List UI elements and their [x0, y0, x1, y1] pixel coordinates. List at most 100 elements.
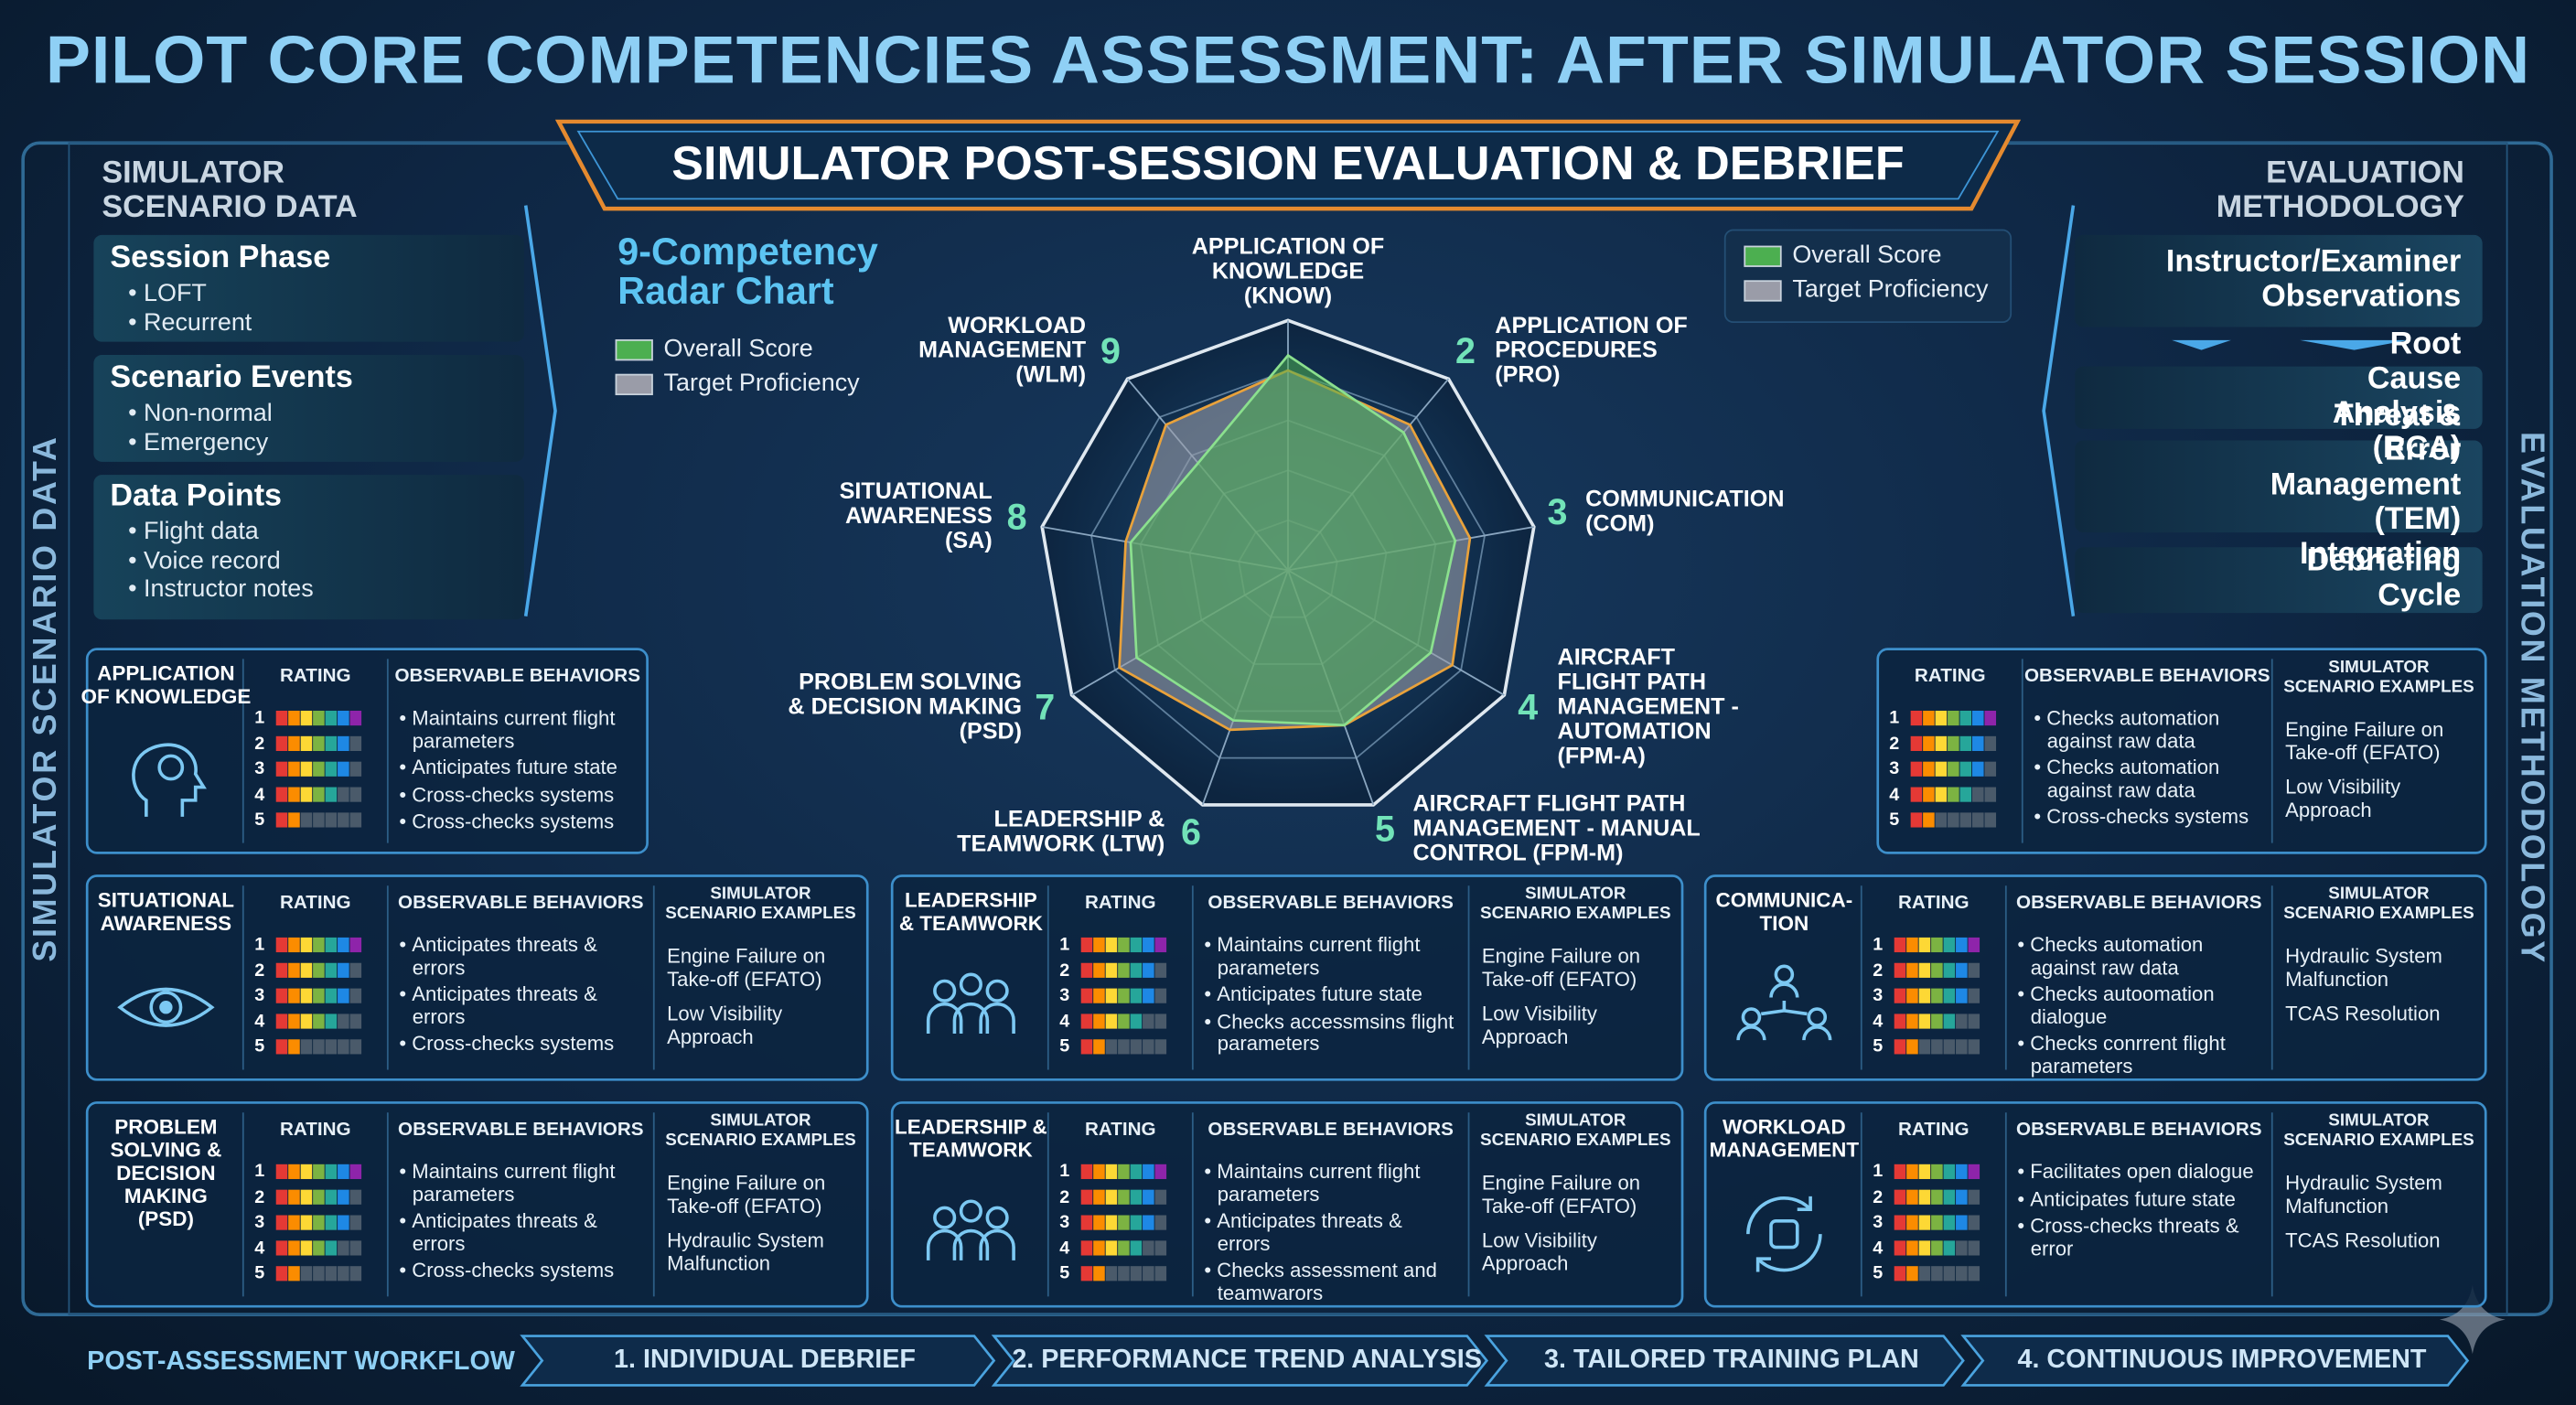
rating-bar-segment: [275, 1266, 288, 1282]
rating-bar-segment: [1143, 988, 1154, 1003]
rating-bar-segment: [1894, 1266, 1906, 1282]
rating-bar-segment: [338, 710, 349, 726]
legend-label: Overall Score: [663, 335, 813, 363]
rating-bar-segment: [1105, 1039, 1118, 1055]
rating-bar-segment: [1943, 962, 1956, 978]
rating-bar-segment: [288, 937, 300, 953]
method-box: [2075, 547, 2483, 614]
rating-level: 4: [1889, 784, 1900, 805]
section-item: Recurrent: [128, 308, 489, 337]
rating-bar-segment: [338, 812, 349, 828]
rating-bar-segment: [338, 735, 349, 751]
behavior: Anticipates future state: [2017, 1188, 2263, 1211]
rating-level: 3: [1873, 1212, 1884, 1233]
section-item: Emergency: [128, 428, 489, 456]
rating-bar-segment: [1906, 962, 1918, 978]
rating-bar-segment: [1118, 988, 1130, 1003]
icon-shape: [979, 1002, 1015, 1034]
rating-level: 5: [1873, 1036, 1884, 1057]
rating-bar-segment: [1956, 962, 1968, 978]
rating-bar-segment: [1956, 1189, 1968, 1205]
scenario-example: Engine Failure on Take-off (EFATO): [667, 944, 826, 991]
rating-bar-segment: [325, 812, 338, 828]
legend-swatch: [615, 338, 653, 361]
behavior-list: Checks automation against raw dataChecks…: [2017, 934, 2263, 1083]
rating-bar-segment: [1154, 1164, 1167, 1179]
axis-label: LEADERSHIP & TEAMWORK (LTW): [957, 805, 1165, 856]
rating-bar-segment: [1093, 962, 1105, 978]
rating-bar-segment: [300, 937, 313, 953]
rating-bar-segment: [1118, 937, 1130, 953]
rating-bar-segment: [1923, 787, 1935, 802]
rating-bar-segment: [349, 1014, 362, 1029]
rating-bar-segment: [1956, 1266, 1968, 1282]
rating-bar-segment: [1956, 1164, 1968, 1179]
card-icon: [1736, 964, 1832, 1041]
rating-bar-segment: [1968, 1039, 1980, 1055]
column-header: SIMULATOR SCENARIO EXAMPLES: [1480, 1110, 1671, 1151]
card-icon: [926, 972, 1015, 1034]
icon-shape: [926, 1228, 963, 1260]
rating-bar-segment: [1918, 1215, 1931, 1230]
rating-bar-segment: [313, 1014, 325, 1029]
workflow-step: 3. TAILORED TRAINING PLAN: [1544, 1346, 1919, 1375]
radar-ring: [1040, 318, 1536, 807]
behavior: Anticipates future state: [399, 756, 639, 779]
rating-bar-segment: [1984, 787, 1997, 802]
rating-bar-segment: [288, 988, 300, 1003]
icon-shape: [1802, 1025, 1832, 1041]
rating-bar-segment: [300, 1039, 313, 1055]
icon-shape: [933, 979, 957, 1003]
rating-bar-segment: [1968, 1164, 1980, 1179]
rating-bar-segment: [325, 962, 338, 978]
behavior: Checks assessment and teamwarors: [1204, 1260, 1460, 1305]
rating-level: 4: [254, 1238, 265, 1259]
rating-bar-segment: [1894, 1215, 1906, 1230]
panel-title: EVALUATION METHODOLOGY: [2216, 156, 2464, 225]
rating-bar-segment: [338, 1164, 349, 1179]
column-header: SIMULATOR SCENARIO EXAMPLES: [2283, 1110, 2474, 1151]
card-title: LEADERSHIP & TEAMWORK: [898, 888, 1043, 936]
rating-bar-segment: [1923, 812, 1935, 828]
rating-bar-segment: [1894, 1039, 1906, 1055]
rating-level: 4: [254, 1011, 265, 1032]
rating-level: 2: [1059, 960, 1070, 981]
scenario-example: Engine Failure on Take-off (EFATO): [2285, 718, 2444, 764]
rating-level: 5: [254, 1263, 265, 1283]
legend-swatch: [1744, 280, 1782, 302]
scenario-example: TCAS Resolution: [2285, 1002, 2441, 1026]
rating-bar-segment: [1154, 1215, 1167, 1230]
example-list: Engine Failure on Take-off (EFATO) Low Vi…: [1482, 1172, 1672, 1289]
axis-label: APPLICATION OF KNOWLEDGE (KNOW): [1191, 232, 1385, 308]
rating-bar-segment: [349, 962, 362, 978]
icon-shape: [959, 972, 982, 996]
rating-bar-segment: [325, 1266, 338, 1282]
rating-level: 5: [1873, 1263, 1884, 1283]
behavior: Cross-checks threats & error: [2017, 1215, 2263, 1260]
rating-bar-segment: [1918, 962, 1931, 978]
rating-bar-segment: [1956, 937, 1968, 953]
rating-bar-segment: [1968, 962, 1980, 978]
behavior: Maintains current flight parameters: [1204, 934, 1460, 980]
rating-bar-segment: [313, 1215, 325, 1230]
main-title: PILOT CORE COMPETENCIES ASSESSMENT: AFTE…: [45, 22, 2531, 98]
rating-bar-segment: [275, 812, 288, 828]
behavior: Maintains current flight parameters: [399, 1161, 645, 1207]
rating-bar-segment: [349, 1189, 362, 1205]
example-list: Engine Failure on Take-off (EFATO) Low Vi…: [2285, 718, 2475, 835]
rating-bar-segment: [1154, 962, 1167, 978]
rating-bar-segment: [325, 1164, 338, 1179]
rating-level: 5: [254, 1036, 265, 1057]
rating-bar-segment: [1105, 988, 1118, 1003]
column-header: SIMULATOR SCENARIO EXAMPLES: [2283, 884, 2474, 924]
rating-bar-segment: [1154, 937, 1167, 953]
column-header: RATING: [279, 666, 351, 687]
rating-bar-segment: [325, 1240, 338, 1256]
column-header: RATING: [279, 893, 351, 914]
rating-bar-segment: [1080, 1014, 1093, 1029]
rating-bar-segment: [288, 787, 300, 802]
icon-shape: [149, 991, 183, 1024]
rating-bar-segment: [288, 1215, 300, 1230]
behavior: Checks conrrent flight parameters: [2017, 1033, 2263, 1078]
rating-bar-segment: [349, 1215, 362, 1230]
